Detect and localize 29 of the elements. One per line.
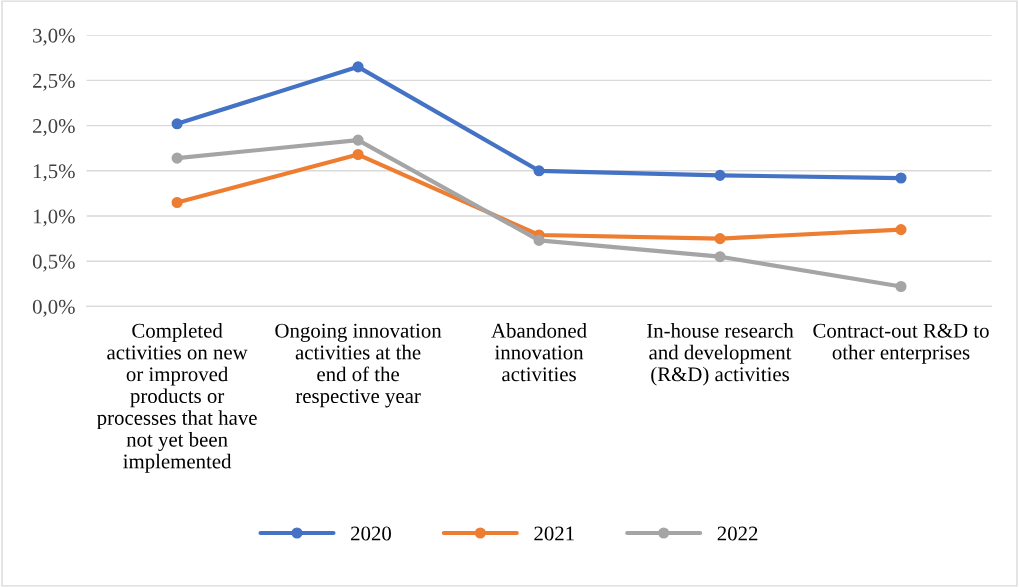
- x-tick-label: Ongoing innovation activities at the end of the respective year: [275, 323, 442, 408]
- point: [171, 196, 183, 209]
- x-tick-label: In-house research and development (R&D) activities: [647, 323, 794, 386]
- point: [352, 134, 364, 146]
- point: [895, 172, 907, 184]
- point: [171, 118, 183, 130]
- legend-label: 2021: [534, 526, 574, 541]
- x-tick-label: Abandoned innovation activities: [491, 323, 587, 382]
- y-tick-label: 0,0%: [32, 299, 75, 317]
- point: [533, 165, 545, 177]
- legend-label: 2022: [717, 526, 758, 541]
- y-tick-label: 0,5%: [32, 254, 75, 272]
- point: [352, 148, 364, 161]
- point: [895, 224, 907, 236]
- point: [895, 280, 907, 293]
- y-tick-label: 3,0%: [33, 28, 75, 46]
- x-tick-label: Contract-out R&D to other enterprises: [813, 323, 989, 364]
- y-tick-label: 1,0%: [33, 209, 75, 227]
- point: [714, 169, 726, 181]
- x-tick-label: Completed activities on new or improved products or processes that have not yet been implemented: [97, 323, 257, 473]
- y-tick-label: 2,5%: [33, 73, 75, 91]
- point: [714, 251, 726, 263]
- point: [171, 152, 183, 164]
- legend-label: 2020: [351, 526, 391, 541]
- point: [533, 234, 545, 246]
- point: [352, 61, 364, 73]
- y-tick-label: 1,5%: [33, 164, 75, 182]
- y-tick-label: 2,0%: [33, 118, 75, 137]
- point: [714, 233, 726, 245]
